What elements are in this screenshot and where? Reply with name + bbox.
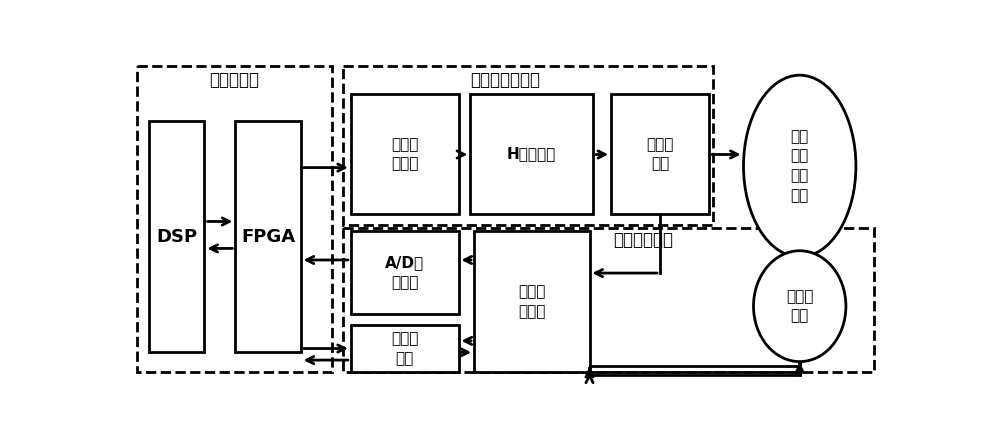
Bar [235, 122, 301, 352]
Bar [343, 228, 874, 372]
Text: DSP: DSP [156, 228, 197, 246]
Ellipse shape [744, 75, 856, 257]
Text: 六相
永磁
容错
电机: 六相 永磁 容错 电机 [791, 129, 809, 203]
Bar [137, 66, 332, 372]
Bar [351, 326, 459, 372]
Text: 轴角变
换器: 轴角变 换器 [391, 331, 418, 366]
Text: 旋转变
压器: 旋转变 压器 [786, 289, 813, 324]
Text: 容错功率驱动器: 容错功率驱动器 [470, 71, 540, 89]
Bar [470, 95, 593, 214]
Bar [611, 95, 709, 214]
Text: 信号调
理电路: 信号调 理电路 [518, 284, 545, 319]
Text: 信号检测电路: 信号检测电路 [613, 231, 673, 249]
Text: 隔离驱
动电路: 隔离驱 动电路 [391, 137, 418, 171]
Text: H桥逃变器: H桥逃变器 [507, 147, 556, 161]
Text: 电流传
感器: 电流传 感器 [646, 137, 674, 171]
Bar [149, 122, 204, 352]
Bar [351, 95, 459, 214]
Text: 容错控制器: 容错控制器 [209, 71, 259, 89]
Bar [351, 231, 459, 314]
Text: FPGA: FPGA [241, 228, 295, 246]
Bar [343, 66, 713, 225]
Text: A/D转
换电路: A/D转 换电路 [385, 255, 424, 290]
Bar [474, 231, 590, 372]
Ellipse shape [754, 251, 846, 362]
